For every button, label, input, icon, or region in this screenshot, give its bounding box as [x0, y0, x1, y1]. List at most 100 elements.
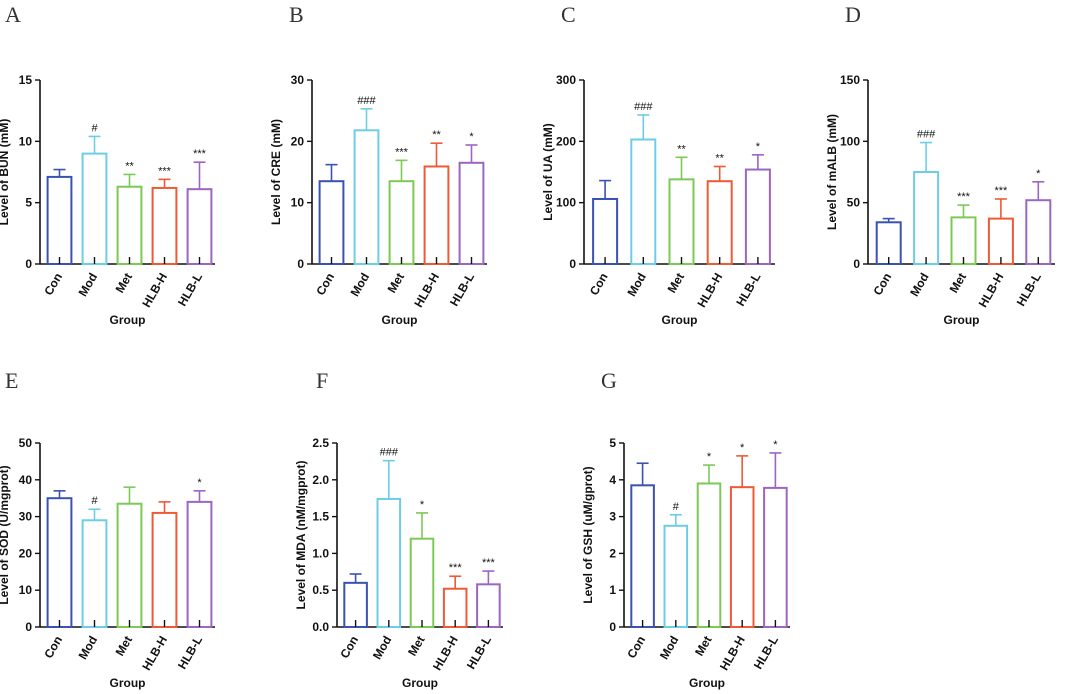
significance-label: *** — [158, 165, 172, 177]
bar-hlb-h — [729, 486, 755, 628]
x-category-label: Con — [313, 271, 337, 298]
bar-con — [630, 484, 655, 628]
significance-label: * — [420, 499, 425, 511]
y-tick-label: 10 — [291, 196, 305, 210]
x-category-label: HLB-L — [175, 634, 205, 672]
significance-label: ### — [917, 129, 936, 141]
x-category-label: Mod — [657, 634, 681, 662]
panel-letter: G — [601, 368, 617, 393]
y-tick-label: 200 — [556, 134, 576, 148]
y-tick-label: 150 — [840, 73, 860, 87]
x-category-label: Met — [665, 271, 687, 296]
significance-label: *** — [957, 191, 971, 203]
panel-letter: F — [316, 368, 328, 393]
y-tick-label: 0 — [25, 257, 32, 271]
bar-hlb-l — [186, 500, 213, 629]
bar-hlb-h — [151, 511, 178, 628]
bar-hlb-l — [1025, 199, 1052, 265]
y-axis-title: Level of mALB (mM) — [825, 114, 839, 230]
x-category-label: HLB-L — [175, 271, 205, 309]
x-category-label: HLB-L — [447, 271, 477, 309]
x-category-label: HLB-H — [695, 271, 726, 310]
y-tick-label: 0.5 — [312, 583, 329, 597]
bar-met — [668, 178, 695, 265]
significance-label: ** — [432, 129, 441, 141]
y-tick-label: 5 — [609, 436, 616, 450]
significance-label: * — [756, 141, 761, 153]
bar-con — [46, 175, 73, 265]
y-tick-label: 0 — [25, 620, 32, 634]
bar-hlb-l — [458, 161, 485, 265]
panel-E: E 0 10 20 30 40 50 Level of SOD (U/mgprot) Con # M… — [0, 368, 215, 690]
significance-label: *** — [395, 146, 409, 158]
x-category-label: HLB-L — [751, 634, 781, 672]
y-tick-label: 1.0 — [312, 546, 329, 560]
x-category-label: Con — [624, 634, 648, 661]
x-category-label: HLB-H — [139, 271, 170, 310]
panel-letter: D — [845, 2, 861, 27]
panel-F: F 0.0 0.5 1.0 1.5 2.0 2.5 Level of MDA (nM/mgpr… — [294, 368, 503, 690]
x-category-label: HLB-H — [717, 634, 748, 673]
bar-con — [46, 497, 73, 629]
significance-label: ### — [380, 447, 399, 459]
x-category-label: Con — [871, 271, 895, 298]
y-axis-title: Level of CRE (mM) — [269, 119, 283, 225]
y-tick-label: 30 — [291, 73, 305, 87]
panel-letter: C — [561, 2, 576, 27]
y-tick-label: 3 — [609, 510, 616, 524]
x-category-label: HLB-L — [733, 271, 763, 309]
x-category-label: Con — [337, 634, 361, 661]
bar-mod — [376, 497, 402, 628]
x-category-label: Mod — [624, 271, 648, 299]
y-axis-title: Level of MDA (nM/mgprot) — [294, 461, 308, 610]
bar-con — [318, 180, 345, 265]
y-tick-label: 0 — [297, 257, 304, 271]
significance-label: * — [1036, 168, 1041, 180]
y-tick-label: 10 — [19, 134, 33, 148]
bar-hlb-h — [706, 180, 733, 265]
y-tick-label: 40 — [19, 473, 33, 487]
x-category-label: Mod — [76, 271, 100, 299]
bar-met — [388, 180, 415, 265]
x-category-label: HLB-H — [430, 634, 461, 673]
x-axis-title: Group — [110, 313, 146, 327]
significance-label: * — [707, 451, 712, 463]
panel-C: C 0 100 200 300 Level of UA (mM) Con ### Mod ** Me… — [541, 2, 775, 327]
significance-label: ** — [677, 143, 686, 155]
x-category-label: Met — [947, 271, 969, 296]
significance-label: ** — [125, 160, 134, 172]
bar-met — [696, 482, 722, 629]
y-axis-title: Level of GSH (uM/gprot) — [581, 466, 595, 603]
bar-con — [875, 221, 902, 265]
bar-met — [409, 537, 435, 628]
significance-label: # — [673, 501, 680, 513]
y-tick-label: 1 — [609, 583, 616, 597]
significance-label: ### — [634, 101, 653, 113]
y-tick-label: 300 — [556, 73, 576, 87]
y-axis-title: Level of UA (mM) — [541, 123, 555, 221]
x-category-label: HLB-L — [1014, 271, 1044, 309]
y-tick-label: 0 — [569, 257, 576, 271]
y-tick-label: 0 — [609, 620, 616, 634]
significance-label: # — [91, 122, 98, 134]
panel-letter: A — [5, 2, 21, 27]
significance-label: *** — [994, 185, 1008, 197]
bar-mod — [81, 152, 108, 266]
x-axis-title: Group — [944, 313, 980, 327]
panel-letter: E — [5, 368, 18, 393]
significance-label: * — [773, 439, 778, 451]
x-category-label: HLB-H — [411, 271, 442, 310]
bar-met — [116, 502, 143, 628]
significance-label: ** — [715, 152, 724, 164]
x-category-label: Mod — [348, 271, 372, 299]
x-category-label: Mod — [76, 634, 100, 662]
bar-mod — [663, 524, 689, 628]
y-tick-label: 5 — [25, 196, 32, 210]
x-category-label: Con — [587, 271, 611, 298]
x-category-label: Met — [113, 271, 135, 296]
y-tick-label: 30 — [19, 510, 33, 524]
bar-mod — [913, 171, 940, 265]
bar-hlb-h — [423, 165, 450, 265]
